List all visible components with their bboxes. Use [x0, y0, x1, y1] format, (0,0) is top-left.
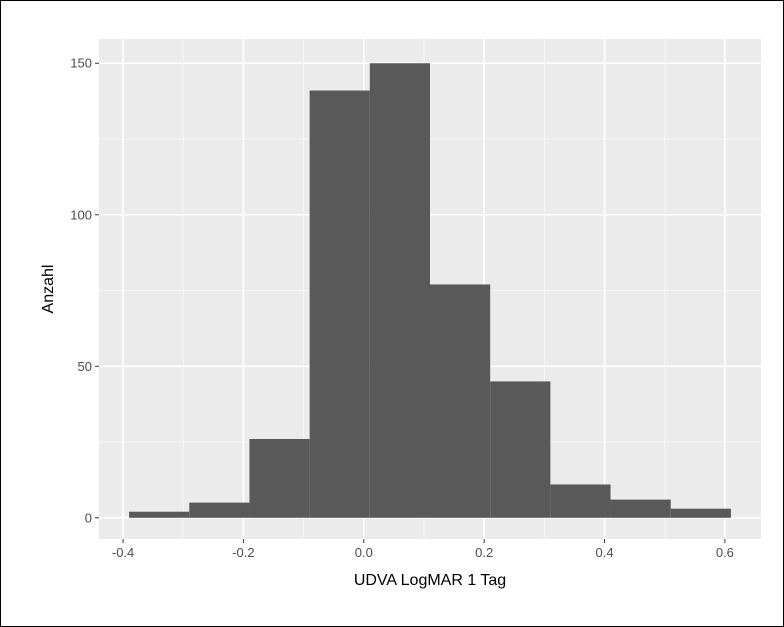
histogram-bar [249, 439, 310, 518]
histogram-bar [309, 90, 370, 518]
x-tick-label: 0.2 [475, 545, 493, 560]
histogram-bar [550, 484, 611, 518]
x-tick-label: 0.4 [595, 545, 613, 560]
histogram-bar [670, 508, 731, 518]
histogram-bars [129, 63, 731, 518]
y-tick-label: 100 [70, 207, 92, 222]
y-tick-label: 50 [78, 359, 92, 374]
histogram-bar [189, 502, 250, 518]
x-tick-label: -0.2 [232, 545, 254, 560]
histogram-bar [610, 499, 671, 518]
x-tick-label: 0.0 [355, 545, 373, 560]
x-tick-label: 0.6 [716, 545, 734, 560]
histogram-bar [369, 63, 430, 518]
y-axis: 0 50 100 150 [70, 56, 99, 525]
histogram-bar [490, 381, 551, 518]
histogram-bar [129, 511, 190, 518]
y-tick-label: 0 [85, 510, 92, 525]
x-axis-title: UDVA LogMAR 1 Tag [354, 572, 506, 589]
x-axis: -0.4 -0.2 0.0 0.2 0.4 0.6 [112, 539, 734, 560]
histogram-bar [430, 284, 491, 518]
x-tick-label: -0.4 [112, 545, 134, 560]
y-axis-title: Anzahl [40, 265, 57, 314]
y-tick-label: 150 [70, 56, 92, 71]
